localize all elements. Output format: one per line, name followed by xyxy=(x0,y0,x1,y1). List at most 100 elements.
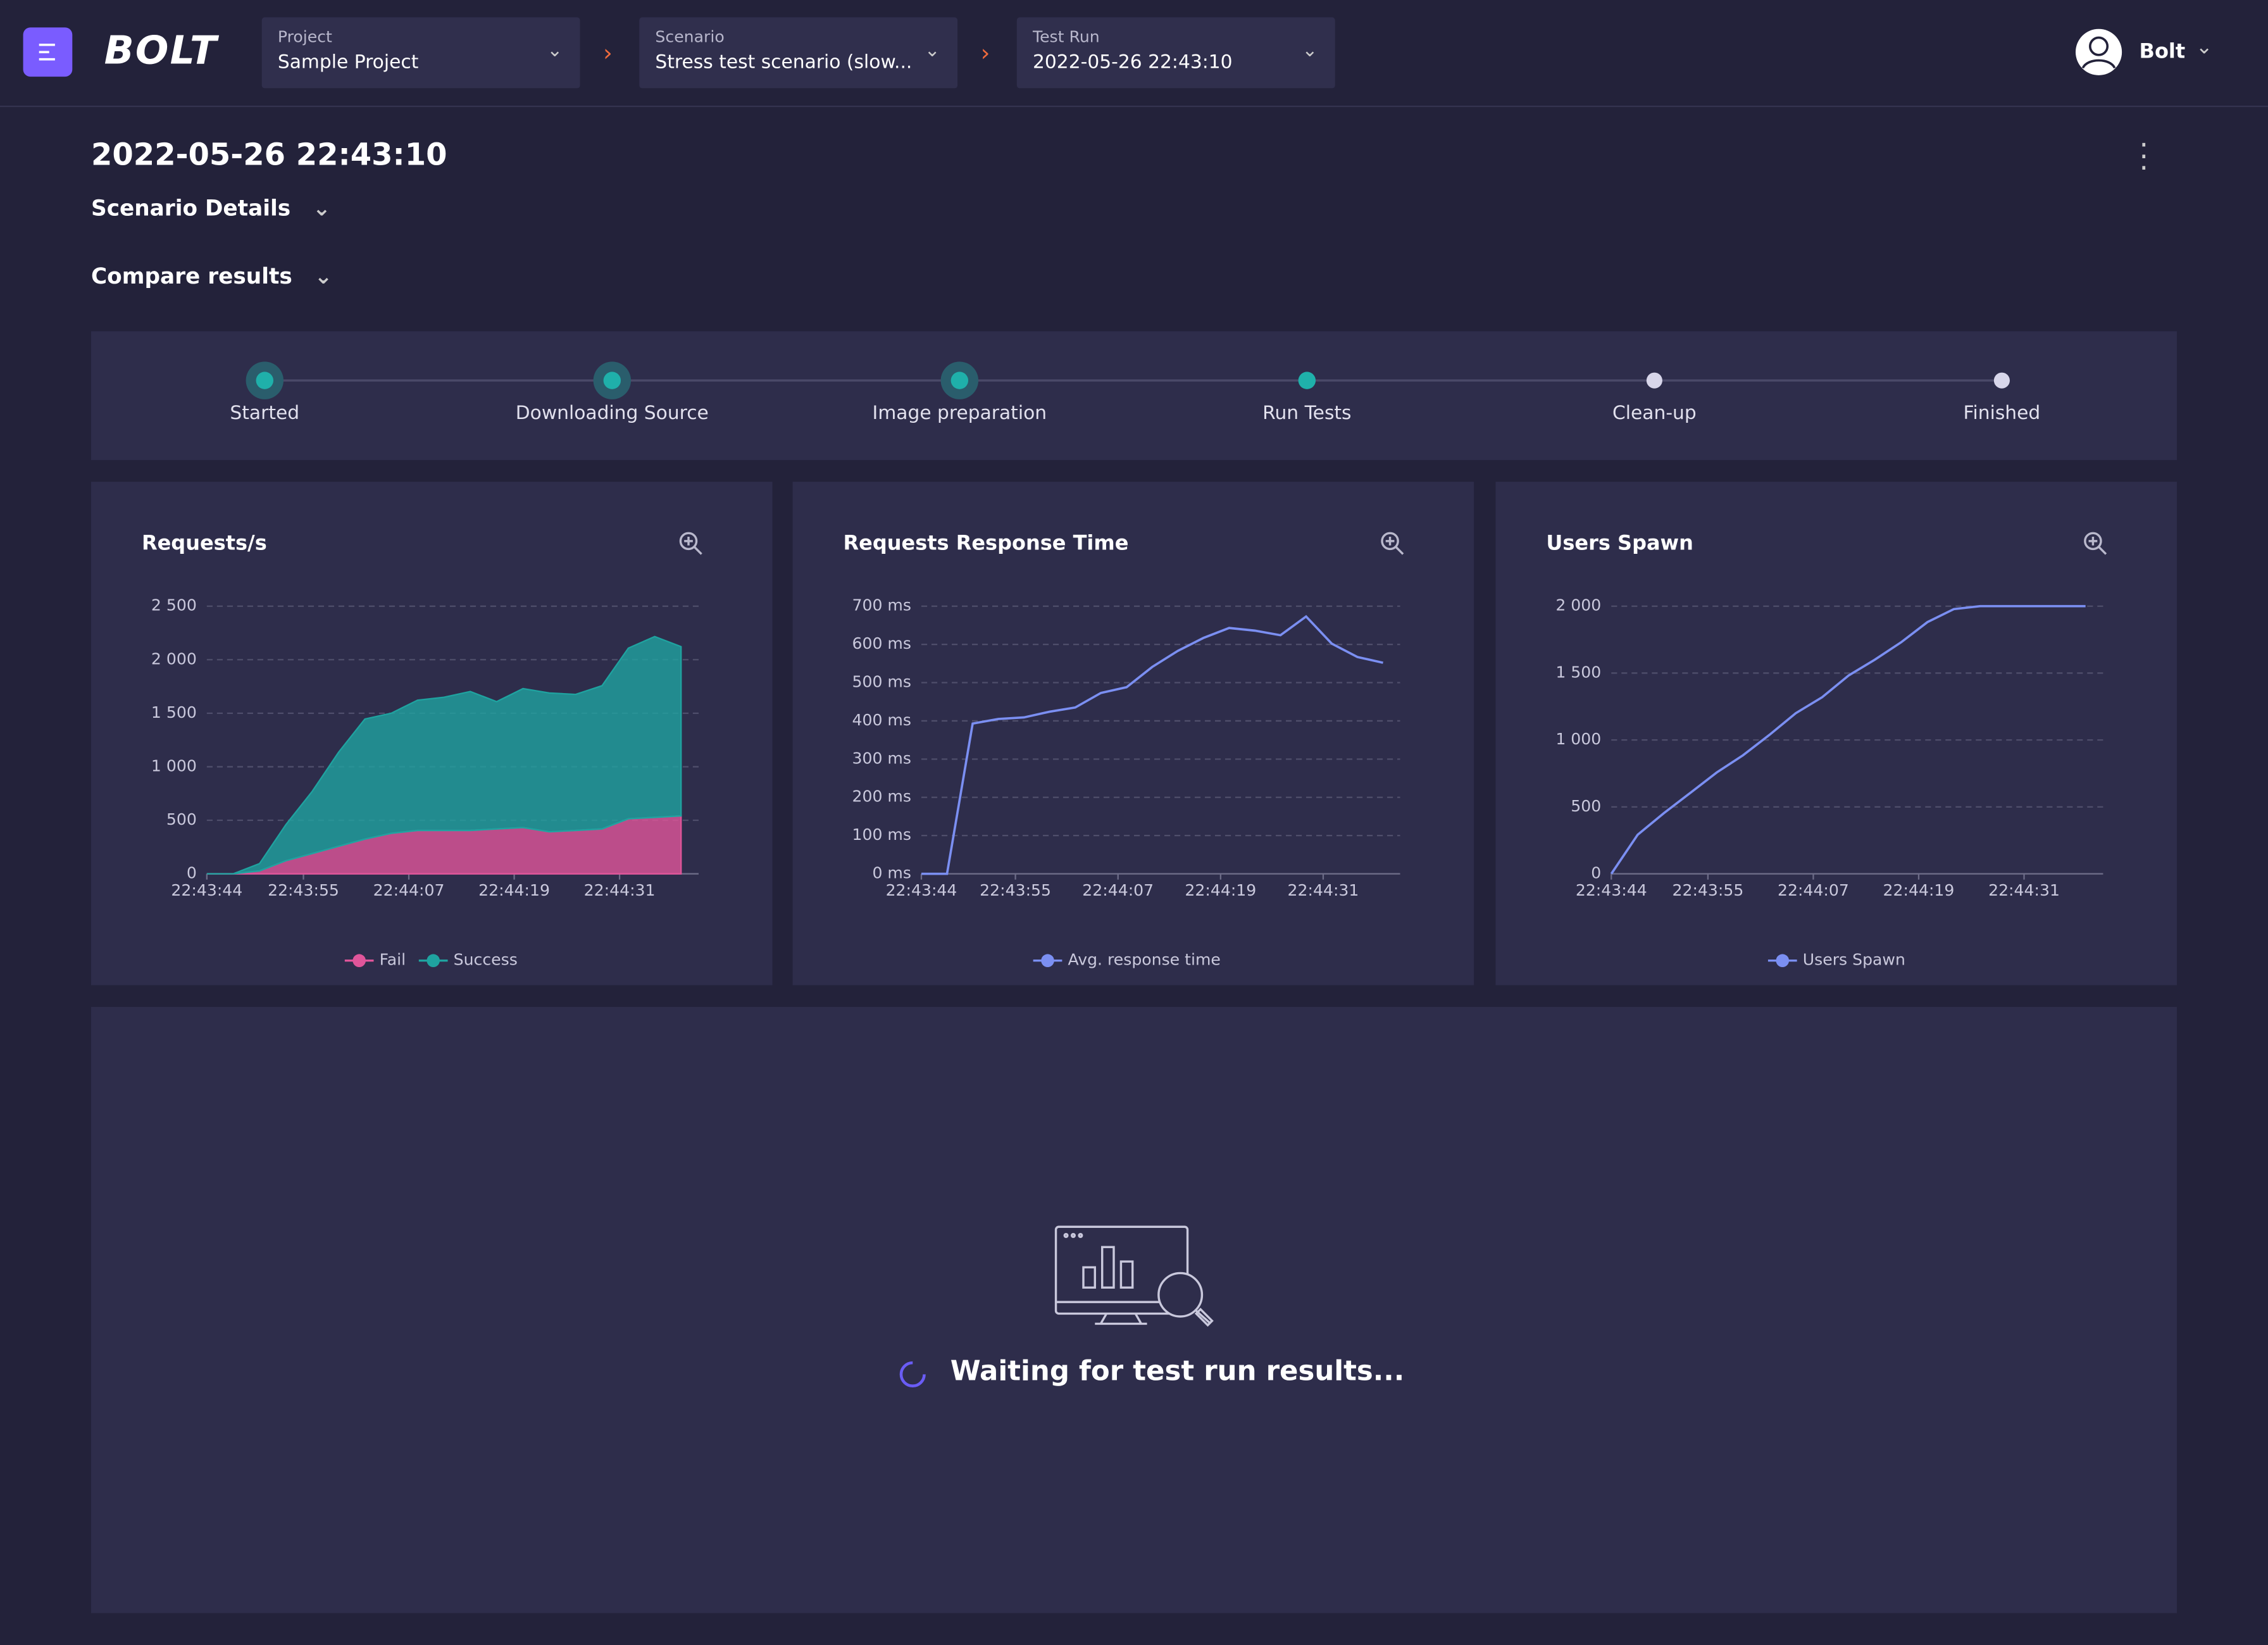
page-title: 2022-05-26 22:43:10 xyxy=(90,137,447,172)
line xyxy=(1610,604,2086,875)
label: Project xyxy=(277,27,332,47)
zoom-button[interactable] xyxy=(679,532,702,555)
legend-marker xyxy=(427,954,440,967)
project-dropdown[interactable]: Project Sample Project ⌄ xyxy=(261,17,580,89)
chevron: ⌄ xyxy=(1302,40,1318,63)
chart-title: Users Spawn xyxy=(1546,530,1693,554)
y-tick-label: 0 xyxy=(1591,864,1601,882)
chart: Users Spawn 0 500 1 000 1 500 2 000 22:43:44 22… xyxy=(1546,530,2107,969)
step-label: Clean-up xyxy=(1612,402,1697,424)
zoom-button[interactable] xyxy=(2084,532,2107,555)
logo: BOLT xyxy=(104,28,218,74)
zoom-button[interactable] xyxy=(1381,532,1404,555)
zoom-icon xyxy=(2084,532,2102,551)
menu-icon xyxy=(39,44,55,61)
menu-button[interactable] xyxy=(23,27,73,77)
legend-label: Success xyxy=(454,951,518,969)
top-bar xyxy=(0,0,2268,108)
chart-panel: Requests/s 0 500 1 000 1 500 2 000 2 500 22:43:… xyxy=(90,482,773,985)
y-tick-label: 100 ms xyxy=(852,825,911,844)
y-tick-label: 500 xyxy=(1571,797,1601,815)
scenario-details-toggle[interactable]: Scenario Details ⌄ xyxy=(91,196,331,222)
zoom-icon xyxy=(679,532,698,551)
value: Sample Project xyxy=(277,52,419,74)
step-dot xyxy=(1298,372,1316,389)
y-tick-label: 600 ms xyxy=(852,634,911,653)
value: 2022-05-26 22:43:10 xyxy=(1032,52,1233,74)
step-label: Run Tests xyxy=(1262,402,1351,424)
scenario-dropdown[interactable]: Scenario Stress test scenario (slow... ⌄ xyxy=(639,17,958,89)
step-dot xyxy=(950,372,969,389)
breadcrumb-arrow: › xyxy=(980,39,990,67)
steps-panel: Started Downloading Source Image preparati… xyxy=(90,331,2177,460)
chevron: ⌄ xyxy=(312,195,331,222)
y-tick-label: 2 500 xyxy=(151,596,197,615)
step-label: Started xyxy=(230,402,299,424)
x-tick-label: 22:44:31 xyxy=(584,881,656,899)
chart-title: Requests Response Time xyxy=(844,530,1129,554)
steps: Started Downloading Source Image preparati… xyxy=(230,361,2040,424)
user-chevron: ⌄ xyxy=(2195,36,2213,59)
chart: Requests/s 0 500 1 000 1 500 2 000 2 500 22:43:… xyxy=(142,530,702,969)
y-tick-label: 1 000 xyxy=(151,756,197,775)
x-tick-label: 22:43:44 xyxy=(171,881,242,899)
legend-marker xyxy=(352,954,366,967)
kebab-menu[interactable]: · · · xyxy=(2139,127,2149,185)
chart-panel: Users Spawn 0 500 1 000 1 500 2 000 22:43:44 22… xyxy=(1495,482,2177,985)
chevron: ⌄ xyxy=(924,40,940,63)
y-tick-label: 2 000 xyxy=(1555,596,1601,615)
chart-panel: Requests Response Time 0 ms 100 ms 200 ms 30… xyxy=(792,482,1474,985)
legend-label: Users Spawn xyxy=(1803,951,1905,969)
waiting-text: Waiting for test run results... xyxy=(950,1355,1405,1387)
legend-marker xyxy=(1041,954,1054,967)
waiting-illustration xyxy=(1054,1225,1214,1327)
y-tick-label: 1 500 xyxy=(1555,663,1601,681)
x-tick-label: 22:44:19 xyxy=(478,881,550,899)
y-tick-label: 200 ms xyxy=(852,787,911,806)
x-tick-label: 22:43:44 xyxy=(886,881,957,899)
testrun-dropdown[interactable]: Test Run 2022-05-26 22:43:10 ⌄ xyxy=(1016,17,1335,89)
y-tick-label: 2 000 xyxy=(151,649,197,668)
step-dot xyxy=(256,372,273,389)
legend-label: Avg. response time xyxy=(1068,951,1221,969)
legend-marker xyxy=(1776,954,1790,967)
step-label: Image preparation xyxy=(873,402,1047,424)
step-dot xyxy=(603,372,621,389)
y-tick-label: 500 ms xyxy=(852,673,911,691)
spinner xyxy=(899,1361,926,1387)
step-label: Downloading Source xyxy=(516,402,709,424)
y-tick-label: 1 500 xyxy=(151,703,197,722)
x-tick-label: 22:43:55 xyxy=(268,881,339,899)
step-dot xyxy=(1646,372,1662,389)
chevron: ⌄ xyxy=(547,40,563,63)
y-tick-label: 400 ms xyxy=(852,711,911,729)
x-tick-label: 22:44:31 xyxy=(1988,881,2060,899)
chart-title: Requests/s xyxy=(142,530,267,554)
y-tick-label: 0 ms xyxy=(872,864,911,882)
label: Test Run xyxy=(1032,27,1100,47)
zoom-icon xyxy=(1385,536,1404,555)
chevron: ⌄ xyxy=(314,263,333,290)
y-tick-label: 300 ms xyxy=(852,749,911,767)
user-name[interactable]: Bolt xyxy=(2139,40,2186,64)
chart: Requests Response Time 0 ms 100 ms 200 ms 30… xyxy=(844,530,1404,969)
y-tick-label: 700 ms xyxy=(852,596,911,615)
results-panel: Waiting for test run results... xyxy=(90,1006,2177,1613)
x-tick-label: 22:44:31 xyxy=(1288,881,1359,899)
compare-results-toggle[interactable]: Compare results ⌄ xyxy=(91,263,332,289)
x-tick-label: 22:43:55 xyxy=(980,881,1051,899)
legend-label: Fail xyxy=(380,951,406,969)
avatar[interactable] xyxy=(2074,27,2124,77)
x-tick-label: 22:43:44 xyxy=(1576,881,1647,899)
breadcrumb-arrow: › xyxy=(603,39,613,67)
x-tick-label: 22:44:19 xyxy=(1883,881,1955,899)
y-tick-label: 0 xyxy=(187,864,197,882)
zoom-icon xyxy=(1381,532,1399,551)
x-tick-label: 22:44:07 xyxy=(1082,881,1154,899)
x-tick-label: 22:44:07 xyxy=(1778,881,1849,899)
step-dot xyxy=(1993,372,2010,389)
zoom-icon xyxy=(2088,536,2107,555)
label: Compare results xyxy=(90,263,292,290)
